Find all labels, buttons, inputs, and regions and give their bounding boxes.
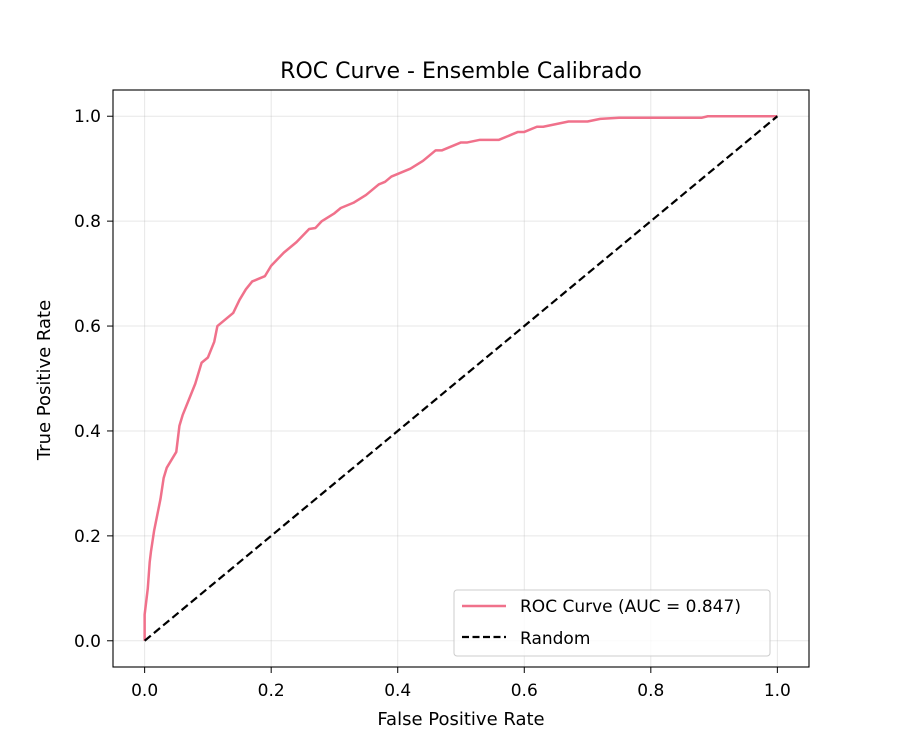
x-tick-label: 0.4 — [384, 681, 411, 701]
chart-title: ROC Curve - Ensemble Calibrado — [280, 59, 642, 84]
x-axis-label: False Positive Rate — [377, 709, 544, 730]
y-tick-label: 0.0 — [74, 632, 101, 652]
legend-roc-label: ROC Curve (AUC = 0.847) — [520, 597, 741, 617]
y-tick-label: 0.2 — [74, 527, 101, 547]
series-layer — [143, 114, 779, 642]
axis-ticks: 0.0 0.2 0.4 0.6 0.8 1.0 0.0 0.2 0.4 0.6 0.8 1.0 — [74, 107, 791, 701]
y-axis-label: True Positive Rate — [34, 300, 55, 461]
x-tick-label: 0.2 — [258, 681, 285, 701]
y-tick-label: 0.4 — [74, 422, 101, 442]
legend-box — [453, 589, 771, 657]
x-tick-label: 0.0 — [131, 681, 158, 701]
legend-random-label: Random — [520, 629, 590, 649]
x-tick-label: 1.0 — [764, 681, 791, 701]
legend: ROC Curve (AUC = 0.847) Random — [453, 589, 771, 657]
y-tick-label: 0.8 — [74, 212, 101, 232]
grid-lines — [113, 90, 809, 667]
roc-curve-line — [143, 114, 778, 641]
plot-area-frame — [112, 89, 810, 668]
random-baseline-line — [143, 115, 779, 642]
y-tick-label: 1.0 — [74, 107, 101, 127]
y-tick-label: 0.6 — [74, 317, 101, 337]
x-tick-label: 0.6 — [511, 681, 538, 701]
x-tick-label: 0.8 — [637, 681, 664, 701]
